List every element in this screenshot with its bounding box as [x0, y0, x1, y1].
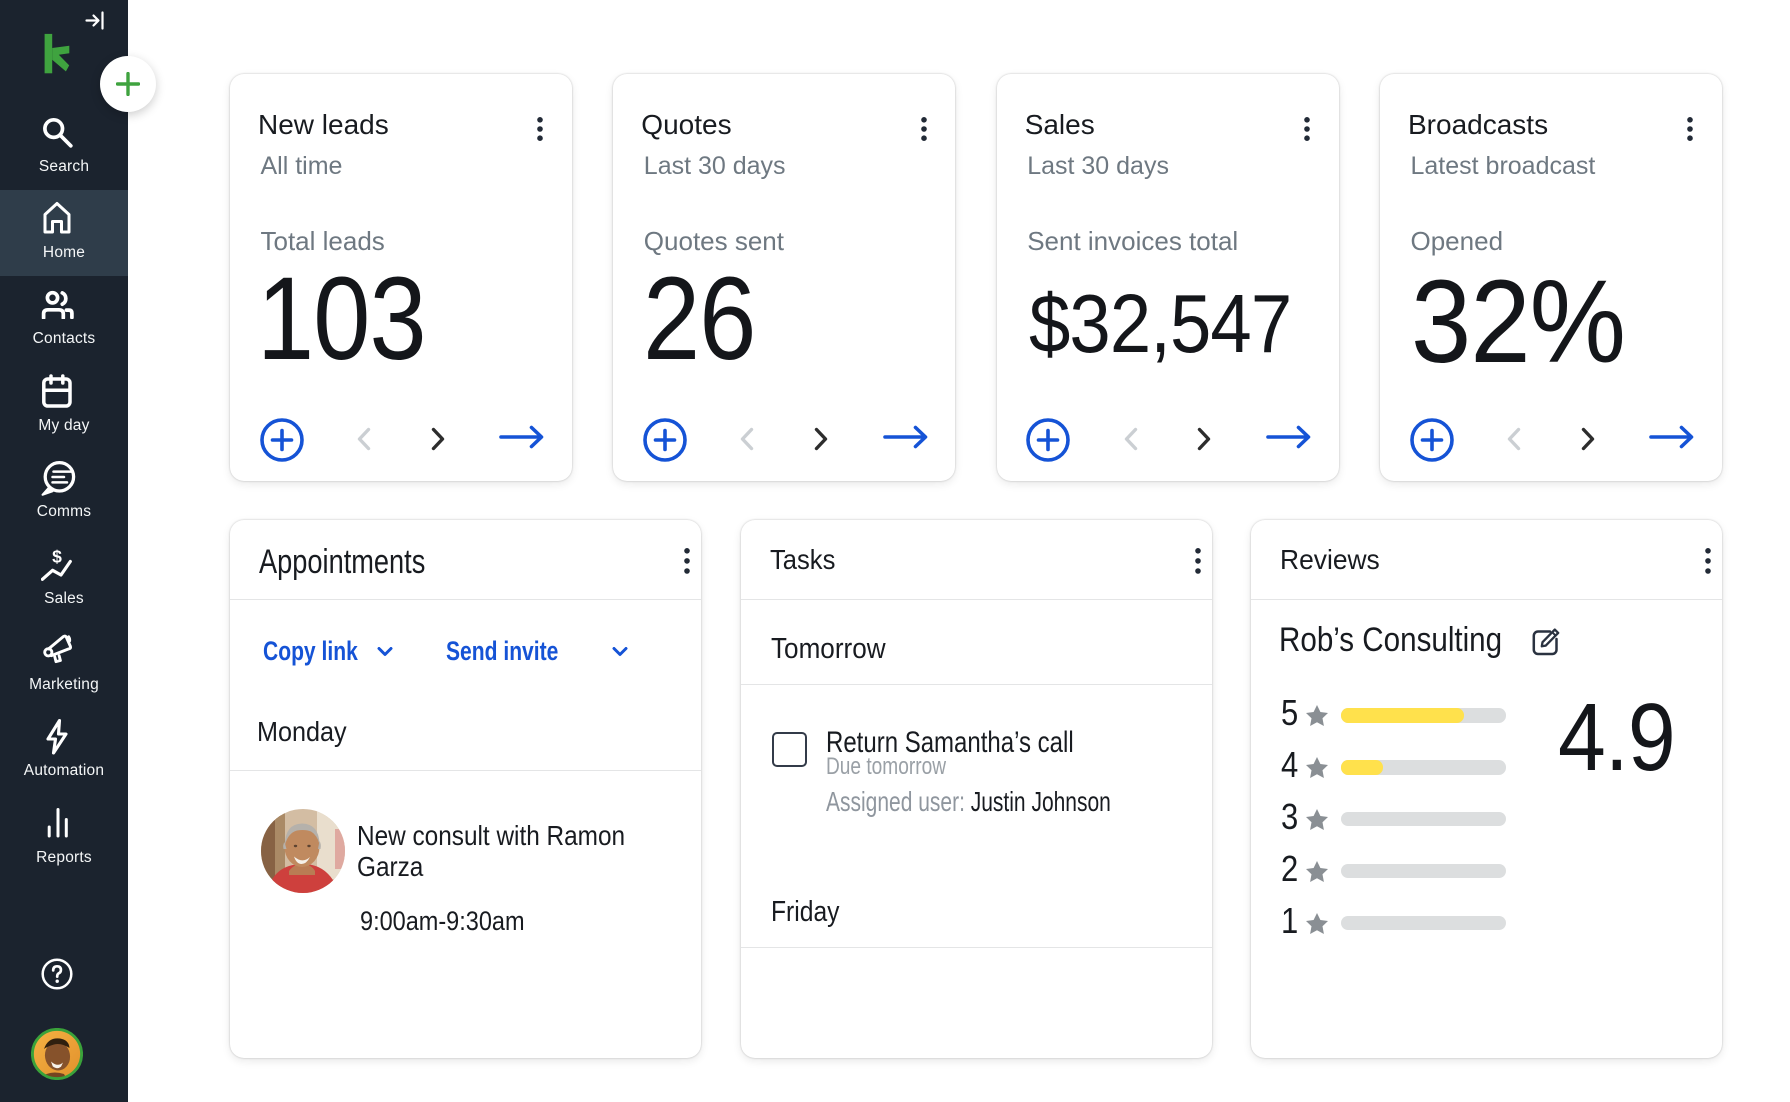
svg-text:$: $ — [52, 547, 62, 567]
